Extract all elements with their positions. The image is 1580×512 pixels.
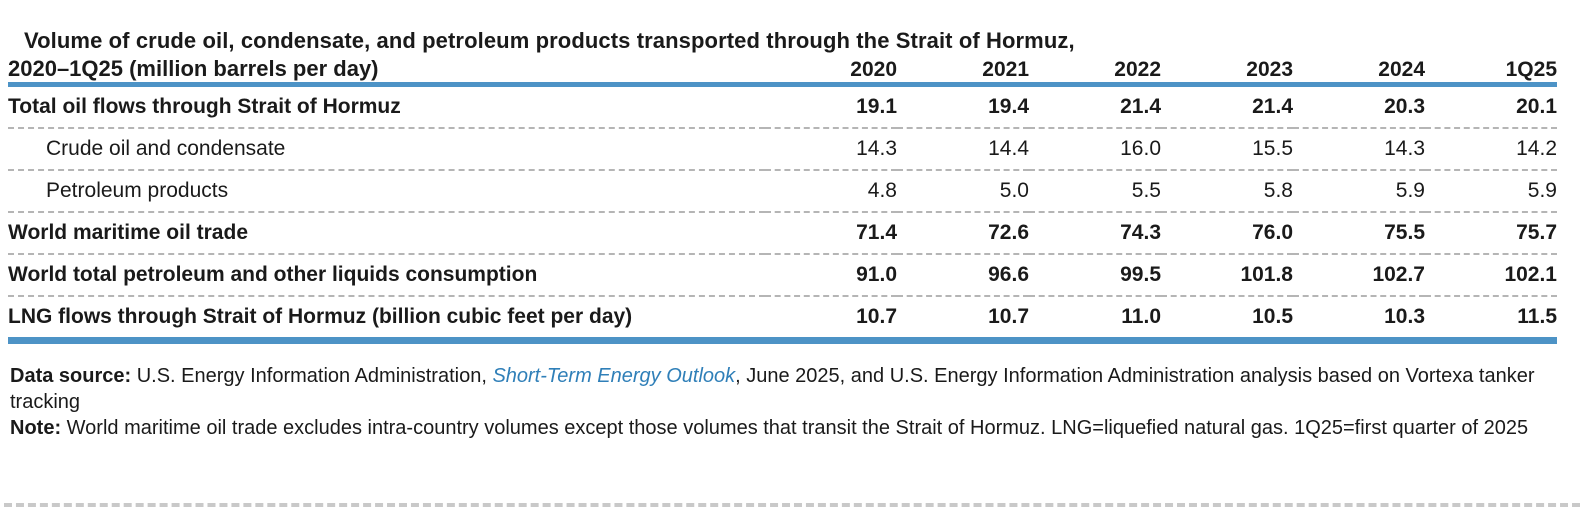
data-source-note: Data source: U.S. Energy Information Adm… bbox=[10, 363, 1562, 415]
cell-value: 102.7 bbox=[1293, 253, 1425, 296]
cell-value: 5.9 bbox=[1293, 169, 1425, 212]
note-text: World maritime oil trade excludes intra-… bbox=[61, 417, 1529, 439]
column-header-2023: 2023 bbox=[1161, 56, 1293, 87]
cell-value: 21.4 bbox=[1120, 95, 1161, 118]
table-row: World maritime oil trade 71.4 72.6 74.3 76.0… bbox=[8, 211, 1557, 254]
column-header-2022: 2022 bbox=[1029, 56, 1161, 87]
cell-value: 71.4 bbox=[765, 211, 897, 254]
cell-value: 74.3 bbox=[1029, 211, 1161, 254]
cell-value: 75.5 bbox=[1293, 211, 1425, 254]
footnotes: Data source: U.S. Energy Information Adm… bbox=[8, 363, 1562, 441]
cell-value: 76.0 bbox=[1161, 211, 1293, 254]
cell-value: 10.3 bbox=[1293, 295, 1425, 341]
cell-value: 5.8 bbox=[1161, 169, 1293, 212]
cell-value: 10.7 bbox=[765, 295, 897, 341]
column-header-2021: 2021 bbox=[897, 56, 1029, 87]
cell-value: 96.6 bbox=[897, 253, 1029, 296]
table-body: Total oil flows through Strait of Hormuz… bbox=[8, 85, 1557, 341]
cell-value: 21.4 bbox=[1252, 95, 1293, 118]
cell-value: 5.9 bbox=[1425, 169, 1557, 212]
cell-value: 5.5 bbox=[1029, 169, 1161, 212]
short-term-energy-outlook-link[interactable]: Short-Term Energy Outlook bbox=[492, 365, 736, 387]
column-header-1Q25: 1Q25 bbox=[1425, 56, 1557, 87]
row-label: LNG flows through Strait of Hormuz (bill… bbox=[8, 295, 765, 341]
cell-value: 10.7 bbox=[897, 295, 1029, 341]
cell-value: 10.5 bbox=[1161, 295, 1293, 341]
cell-value: 14.4 bbox=[897, 127, 1029, 170]
data-table: 2020–1Q25 (million barrels per day) 2020… bbox=[8, 56, 1557, 344]
row-label: Total oil flows through Strait of Hormuz bbox=[8, 95, 401, 118]
table-header: 2020–1Q25 (million barrels per day) 2020… bbox=[8, 56, 1557, 87]
cell-value: 14.3 bbox=[1293, 127, 1425, 170]
cell-value: 14.2 bbox=[1425, 127, 1557, 170]
cell-value: 72.6 bbox=[897, 211, 1029, 254]
cell-value: 20.1 bbox=[1516, 95, 1557, 118]
cell-value: 102.1 bbox=[1425, 253, 1557, 296]
data-source-label: Data source: bbox=[10, 365, 132, 387]
row-label: Crude oil and condensate bbox=[8, 127, 765, 170]
cell-value: 11.5 bbox=[1425, 295, 1557, 341]
cell-value: 16.0 bbox=[1029, 127, 1161, 170]
cell-value: 11.0 bbox=[1029, 295, 1161, 341]
note: Note: World maritime oil trade excludes … bbox=[10, 415, 1562, 441]
table-title-line1: Volume of crude oil, condensate, and pet… bbox=[24, 28, 1075, 53]
row-label: World maritime oil trade bbox=[8, 211, 765, 254]
cell-value: 19.1 bbox=[856, 95, 897, 118]
data-source-text-post: , June 2025, and U.S. Energy Information… bbox=[10, 365, 1535, 413]
cell-value: 99.5 bbox=[1029, 253, 1161, 296]
page: Volume of crude oil, condensate, and pet… bbox=[8, 28, 1562, 441]
table-row: Total oil flows through Strait of Hormuz… bbox=[8, 85, 1557, 129]
cell-value: 4.8 bbox=[765, 169, 897, 212]
table-title-line2: 2020–1Q25 (million barrels per day) bbox=[8, 56, 765, 87]
cell-value: 91.0 bbox=[765, 253, 897, 296]
row-label: Petroleum products bbox=[8, 169, 765, 212]
cell-value: 14.3 bbox=[765, 127, 897, 170]
note-label: Note: bbox=[10, 417, 62, 439]
cell-value: 5.0 bbox=[897, 169, 1029, 212]
cell-value: 75.7 bbox=[1425, 211, 1557, 254]
column-header-2024: 2024 bbox=[1293, 56, 1425, 87]
table-row: Crude oil and condensate 14.3 14.4 16.0 15.5… bbox=[8, 127, 1557, 170]
cell-value: 101.8 bbox=[1161, 253, 1293, 296]
cell-value: 20.3 bbox=[1384, 95, 1425, 118]
table-row: Petroleum products 4.8 5.0 5.5 5.8 5.9 5.9 bbox=[8, 169, 1557, 212]
cell-value: 19.4 bbox=[988, 95, 1029, 118]
page-bottom-dashed-rule bbox=[4, 503, 1580, 507]
table-row: World total petroleum and other liquids … bbox=[8, 253, 1557, 296]
row-label: World total petroleum and other liquids … bbox=[8, 253, 765, 296]
column-header-2020: 2020 bbox=[765, 56, 897, 87]
header-row: 2020–1Q25 (million barrels per day) 2020… bbox=[8, 56, 1557, 87]
table-row: LNG flows through Strait of Hormuz (bill… bbox=[8, 295, 1557, 341]
data-source-text-pre: U.S. Energy Information Administration, bbox=[131, 365, 493, 387]
cell-value: 15.5 bbox=[1161, 127, 1293, 170]
